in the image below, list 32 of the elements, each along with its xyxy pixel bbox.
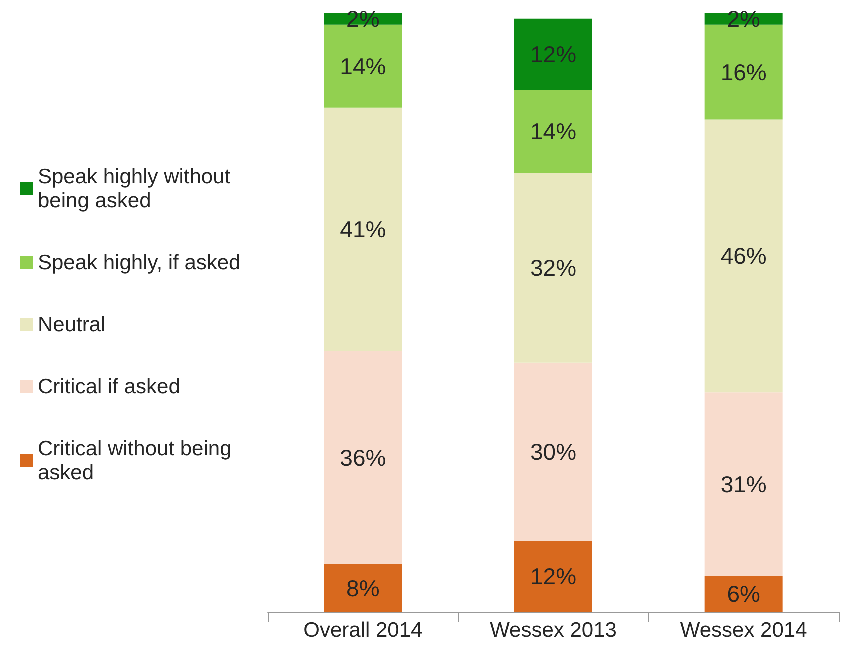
data-label: 32%: [530, 255, 577, 282]
data-label: 16%: [720, 59, 767, 86]
bar: [514, 90, 592, 174]
bar: [514, 540, 592, 612]
x-tick-label: Wessex 2014: [680, 619, 808, 642]
bar: [704, 120, 783, 393]
legend-label: Critical without being asked: [38, 438, 238, 484]
bar: [514, 362, 592, 541]
data-label: 6%: [727, 581, 760, 608]
bar: [704, 576, 783, 612]
legend-label: Speak highly, if asked: [38, 252, 241, 274]
legend-label: Critical if asked: [38, 376, 180, 398]
bar: [324, 351, 402, 565]
data-label: 31%: [720, 471, 767, 498]
bar: [324, 108, 402, 352]
data-label: 41%: [340, 216, 386, 242]
bar: [514, 18, 592, 90]
x-tick-label: Wessex 2013: [490, 619, 617, 642]
data-label: 36%: [340, 444, 386, 471]
data-label: 12%: [530, 563, 577, 590]
data-label: 14%: [530, 118, 577, 145]
bar: [514, 173, 592, 363]
data-label: 46%: [720, 243, 767, 270]
bar: [324, 564, 402, 612]
bar: [704, 392, 783, 576]
data-label: 30%: [530, 438, 577, 465]
legend-label: Neutral: [38, 314, 106, 336]
data-label: 12%: [530, 42, 577, 68]
legend-label: Speak highly without being asked: [38, 166, 236, 212]
data-label: 14%: [340, 53, 386, 80]
data-label: 8%: [346, 575, 380, 602]
x-tick-label: Overall 2014: [304, 619, 424, 642]
